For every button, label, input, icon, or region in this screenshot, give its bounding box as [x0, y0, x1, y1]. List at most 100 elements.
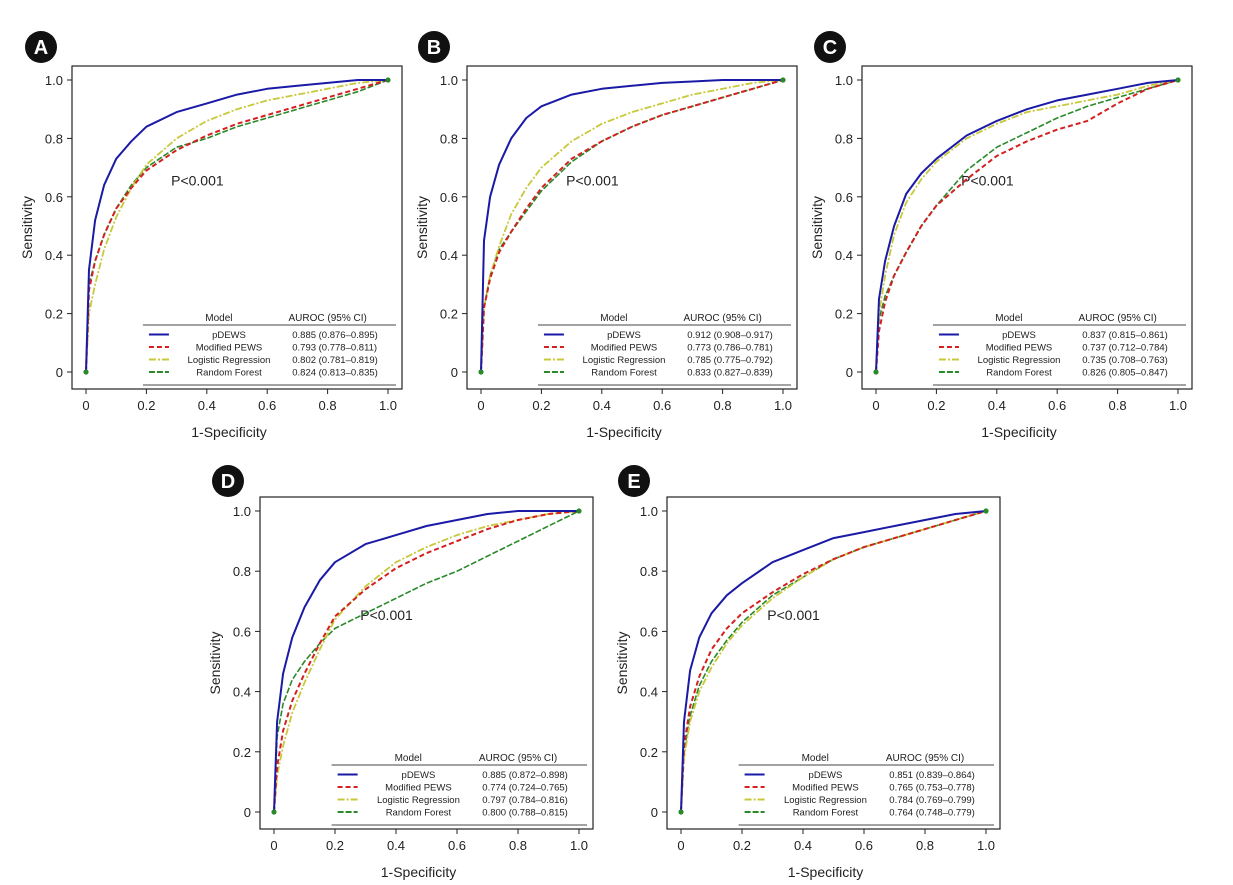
y-tick-label: 0 [651, 805, 658, 820]
x-tick-label: 0.6 [653, 398, 671, 413]
legend: Model AUROC (95% CI) pDEWS 0.885 (0.876–0.8… [142, 313, 396, 386]
end-point-marker [576, 508, 582, 514]
x-tick-label: 1.0 [1169, 398, 1187, 413]
legend-model-name: Logistic Regression [377, 795, 460, 806]
x-tick-label: 0 [82, 398, 89, 413]
y-tick-label: 1.0 [835, 73, 853, 88]
x-tick-label: 1.0 [977, 838, 995, 853]
roc-curve-logistic-regression [680, 510, 987, 813]
legend: Model AUROC (95% CI) pDEWS 0.912 (0.908–0.9… [537, 313, 791, 386]
legend-auroc-value: 0.824 (0.813–0.835) [292, 368, 378, 379]
end-point-marker [780, 77, 786, 83]
x-axis-label: 1-Specificity [381, 864, 456, 880]
panel-e: E 0 0.2 0.4 0.6 0.8 1.0 0 0.2 0.4 0.6 0.8 1.0 1-Speci… [614, 465, 1001, 880]
x-tick-label: 0 [872, 398, 879, 413]
y-tick-label: 0.4 [440, 248, 458, 263]
x-tick-label: 0.6 [258, 398, 276, 413]
x-tick-label: 0.8 [509, 838, 527, 853]
x-tick-label: 1.0 [570, 838, 588, 853]
y-tick-label: 1.0 [440, 73, 458, 88]
legend-model-name: Modified PEWS [385, 783, 452, 794]
legend-model-name: Random Forest [793, 808, 859, 819]
roc-curve-pdews [85, 79, 388, 373]
roc-curve-modified-pews [875, 79, 1179, 373]
end-point-marker [385, 77, 391, 83]
y-tick-label: 1.0 [45, 73, 63, 88]
legend-model-name: Modified PEWS [196, 343, 263, 354]
end-point-marker [1175, 77, 1181, 83]
legend-model-name: pDEWS [1002, 330, 1036, 341]
roc-curve-random-forest [273, 510, 580, 813]
x-axis-label: 1-Specificity [788, 864, 863, 880]
y-axis-label: Sensitivity [809, 196, 825, 259]
x-tick-label: 0.4 [387, 838, 405, 853]
y-axis-label: Sensitivity [414, 196, 430, 259]
legend-model-name: Modified PEWS [792, 783, 859, 794]
x-tick-label: 0 [270, 838, 277, 853]
y-tick-label: 0.2 [440, 307, 458, 322]
x-tick-label: 0 [677, 838, 684, 853]
x-tick-label: 0.2 [137, 398, 155, 413]
legend-auroc-value: 0.833 (0.827–0.839) [687, 368, 773, 379]
p-value-annotation: P<0.001 [767, 607, 820, 623]
x-tick-label: 0.8 [916, 838, 934, 853]
x-tick-label: 0.4 [198, 398, 216, 413]
legend-model-name: pDEWS [212, 330, 246, 341]
y-tick-label: 0.4 [835, 248, 853, 263]
p-value-annotation: P<0.001 [566, 173, 619, 189]
legend-header-auroc: AUROC (95% CI) [479, 753, 557, 764]
plot-frame [861, 65, 1193, 390]
x-axis-label: 1-Specificity [586, 424, 661, 440]
start-point-marker [478, 369, 484, 375]
x-tick-label: 0.2 [927, 398, 945, 413]
legend-auroc-value: 0.851 (0.839–0.864) [889, 770, 975, 781]
roc-curve-pdews [875, 79, 1179, 373]
y-tick-label: 0.8 [640, 564, 658, 579]
panel-a: A 0 0.2 0.4 0.6 0.8 1.0 0 0.2 0.4 0.6 0.8 1.0 1-Speci… [19, 31, 403, 440]
x-tick-label: 0 [477, 398, 484, 413]
x-tick-label: 0.4 [988, 398, 1006, 413]
legend-auroc-value: 0.737 (0.712–0.784) [1082, 343, 1168, 354]
legend-auroc-value: 0.797 (0.784–0.816) [482, 795, 568, 806]
y-tick-label: 0.4 [640, 685, 658, 700]
panel-badge [418, 31, 450, 63]
x-tick-label: 0.4 [593, 398, 611, 413]
legend-auroc-value: 0.735 (0.708–0.763) [1082, 355, 1168, 366]
y-tick-label: 0 [56, 365, 63, 380]
panel-d: D 0 0.2 0.4 0.6 0.8 1.0 0 0.2 0.4 0.6 0.8 1.0 1-Speci… [207, 465, 594, 880]
legend-auroc-value: 0.773 (0.786–0.781) [687, 343, 773, 354]
legend-auroc-value: 0.785 (0.775–0.792) [687, 355, 773, 366]
y-axis-label: Sensitivity [614, 631, 630, 694]
y-tick-label: 0 [846, 365, 853, 380]
y-tick-label: 0.4 [45, 248, 63, 263]
y-tick-label: 0.2 [233, 745, 251, 760]
legend-auroc-value: 0.764 (0.748–0.779) [889, 808, 975, 819]
roc-curve-logistic-regression [875, 79, 1179, 373]
y-axis-label: Sensitivity [19, 196, 35, 259]
p-value-annotation: P<0.001 [360, 607, 413, 623]
roc-curve-pdews [480, 79, 783, 373]
roc-curve-modified-pews [680, 510, 987, 813]
plot-frame [259, 496, 594, 830]
legend-header-model: Model [205, 313, 232, 324]
panel-badge [618, 465, 650, 497]
y-tick-label: 0.2 [835, 307, 853, 322]
y-tick-label: 0 [244, 805, 251, 820]
legend-header-auroc: AUROC (95% CI) [288, 313, 366, 324]
y-tick-label: 0.6 [440, 190, 458, 205]
legend-header-model: Model [600, 313, 627, 324]
roc-curve-pdews [273, 510, 579, 813]
y-tick-label: 0 [451, 365, 458, 380]
x-tick-label: 1.0 [379, 398, 397, 413]
roc-curve-logistic-regression [85, 79, 389, 373]
panel-badge [212, 465, 244, 497]
x-tick-label: 0.6 [1048, 398, 1066, 413]
legend-auroc-value: 0.784 (0.769–0.799) [889, 795, 975, 806]
legend-header-auroc: AUROC (95% CI) [886, 753, 964, 764]
y-tick-label: 0.8 [440, 131, 458, 146]
legend-model-name: pDEWS [607, 330, 641, 341]
legend-header-model: Model [995, 313, 1022, 324]
y-tick-label: 1.0 [233, 504, 251, 519]
legend-header-model: Model [802, 753, 829, 764]
legend-model-name: Modified PEWS [986, 343, 1053, 354]
